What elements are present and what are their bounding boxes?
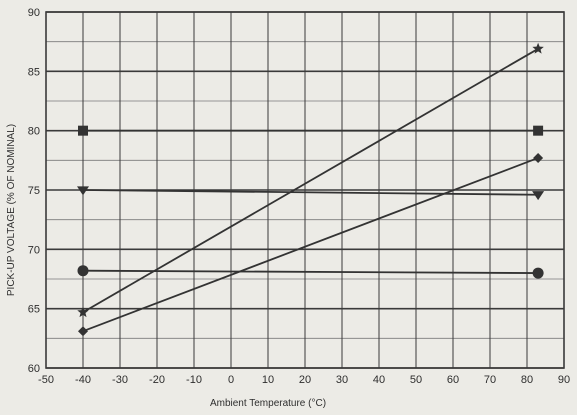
data-point-circle [532,267,544,279]
y-axis-label: PICK-UP VOLTAGE (% OF NOMINAL) [6,124,17,296]
x-tick-label: 10 [262,374,274,386]
x-tick-label: 80 [521,374,533,386]
y-tick-label: 70 [28,244,40,256]
data-point-diamond [78,326,88,337]
x-axis-label: Ambient Temperature (°C) [210,398,326,409]
data-point-star [77,306,89,318]
x-tick-label: -50 [38,374,54,386]
x-tick-label: 60 [447,374,459,386]
data-point-circle [77,265,89,277]
plot-frame [45,11,565,369]
x-tick-label: 0 [228,374,234,386]
series-group [77,42,545,337]
x-tick-label: 20 [299,374,311,386]
data-point-triangle [532,191,545,201]
x-tick-label: -30 [112,374,128,386]
series-line-star [82,48,539,314]
tick-labels: -50 -40 -30 -20 -10 0 10 20 30 40 50 60 70 80 90 60 65 70… [28,7,570,386]
x-tick-label: 50 [410,374,422,386]
x-tick-label: 70 [484,374,496,386]
data-point-square [78,125,88,136]
y-tick-label: 75 [28,185,40,197]
y-tick-label: 65 [28,304,40,316]
series-line-circle [82,269,539,274]
x-tick-label: -20 [149,374,165,386]
data-point-star [532,42,544,54]
y-tick-label: 80 [28,126,40,138]
x-tick-label: 90 [558,374,570,386]
data-point-square [533,125,544,136]
x-tick-label: 40 [373,374,385,386]
series-line-diamond [82,157,539,333]
y-tick-label: 90 [28,7,40,19]
y-tick-label: 60 [28,363,40,375]
x-tick-label: -10 [186,374,202,386]
x-tick-label: -40 [75,374,91,386]
data-point-triangle [77,186,89,196]
y-tick-label: 85 [28,66,40,78]
x-tick-label: 30 [336,374,348,386]
data-point-diamond [533,152,544,163]
series-line-triangle-down [82,189,539,196]
